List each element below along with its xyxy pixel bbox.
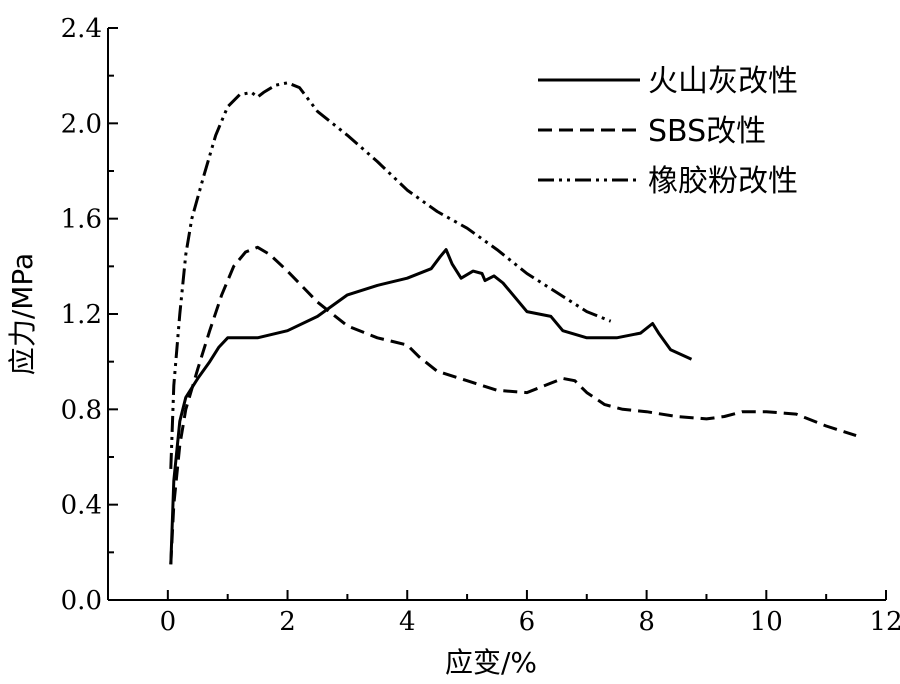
x-ticks: 0 2 4 6 8 10 12 bbox=[107, 590, 900, 637]
legend-label: 火山灰改性 bbox=[648, 64, 798, 99]
y-tick-label: 0.0 bbox=[61, 586, 102, 616]
y-tick-label: 0.8 bbox=[61, 395, 102, 425]
y-tick-label: 1.2 bbox=[61, 300, 102, 330]
y-ticks: 0.0 0.4 0.8 1.2 1.6 2.0 2.4 bbox=[61, 14, 118, 616]
x-tick-label: 10 bbox=[750, 607, 783, 637]
x-tick-label: 12 bbox=[869, 607, 900, 637]
series-line-3 bbox=[169, 81, 612, 469]
x-tick-label: 8 bbox=[638, 607, 655, 637]
x-tick-label: 4 bbox=[399, 607, 416, 637]
legend-label: 橡胶粉改性 bbox=[648, 164, 798, 199]
y-tick-label: 0.4 bbox=[61, 491, 102, 521]
x-tick-label: 0 bbox=[160, 607, 177, 637]
legend-label: SBS改性 bbox=[648, 114, 766, 149]
x-axis-title: 应变/% bbox=[445, 646, 537, 679]
axes bbox=[107, 28, 886, 601]
series-layer bbox=[169, 81, 857, 565]
y-tick-label: 1.6 bbox=[61, 205, 102, 235]
x-tick-label: 6 bbox=[519, 607, 536, 637]
y-tick-label: 2.4 bbox=[61, 14, 102, 44]
y-axis-title: 应力/MPa bbox=[6, 253, 39, 375]
series-line-1 bbox=[169, 248, 693, 565]
x-tick-label: 2 bbox=[279, 607, 296, 637]
y-tick-label: 2.0 bbox=[61, 109, 102, 139]
series-line-2 bbox=[169, 245, 857, 565]
